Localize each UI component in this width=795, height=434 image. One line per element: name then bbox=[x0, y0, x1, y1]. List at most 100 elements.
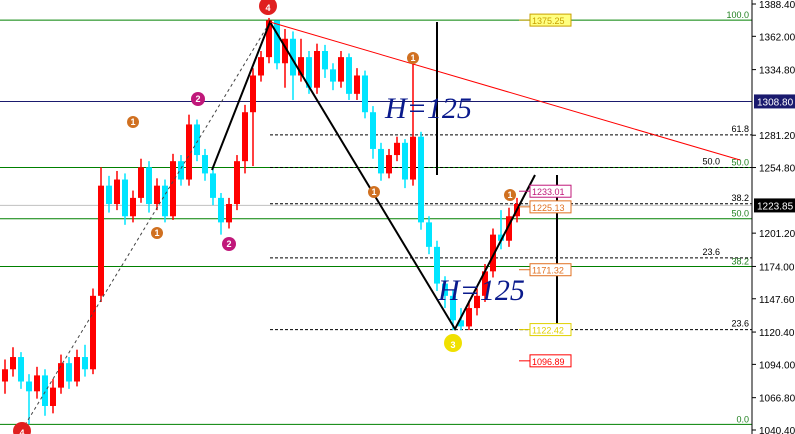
candle-body bbox=[354, 75, 360, 94]
height-annotation: H=125 bbox=[437, 274, 525, 307]
price-label-box bbox=[529, 200, 572, 214]
price-label: 1375.25 bbox=[532, 16, 565, 26]
candle-body bbox=[154, 185, 160, 205]
price-tick-label: 1120.40 bbox=[759, 328, 795, 339]
wave-marker-label: 4 bbox=[19, 428, 24, 434]
wave-marker-label: 2 bbox=[226, 239, 231, 249]
price-tick-label: 1040.40 bbox=[759, 426, 795, 434]
candle-body bbox=[314, 51, 320, 88]
candle-body bbox=[234, 161, 240, 205]
fib-dashed-label: 23.6 bbox=[731, 319, 749, 329]
price-tick-label: 1066.80 bbox=[759, 394, 795, 405]
current-price-label: 1223.85 bbox=[757, 201, 794, 212]
candle-body bbox=[202, 155, 208, 174]
candle-body bbox=[194, 124, 200, 156]
candle-body bbox=[298, 57, 304, 76]
price-label-box bbox=[529, 354, 572, 368]
candle-body bbox=[58, 363, 64, 388]
candle-body bbox=[170, 161, 176, 217]
candle-body bbox=[66, 363, 72, 382]
price-tick-label: 1254.80 bbox=[759, 164, 795, 175]
candle-body bbox=[2, 369, 8, 382]
candle-body bbox=[18, 357, 24, 382]
candle-body bbox=[90, 295, 96, 370]
price-tick-label: 1201.20 bbox=[759, 229, 795, 240]
candle-body bbox=[178, 161, 184, 180]
fib-green-label: 0.0 bbox=[736, 414, 749, 424]
candle-body bbox=[122, 179, 128, 217]
candle-body bbox=[450, 295, 456, 321]
candle-body bbox=[506, 216, 512, 241]
wave-marker-label: 1 bbox=[130, 117, 135, 127]
price-tick-label: 1362.00 bbox=[759, 32, 795, 43]
wave-marker-label: 1 bbox=[154, 228, 159, 238]
price-label-box bbox=[529, 13, 572, 27]
candle-body bbox=[466, 308, 472, 327]
candle-body bbox=[218, 197, 224, 223]
price-label: 1096.89 bbox=[532, 357, 565, 367]
price-label: 1225.13 bbox=[532, 203, 565, 213]
candle-body bbox=[474, 295, 480, 309]
wave-marker-label: 1 bbox=[507, 190, 512, 200]
candle-body bbox=[162, 185, 168, 217]
wave-marker-circle bbox=[368, 186, 380, 198]
candle-body bbox=[482, 271, 488, 296]
fib-dashed-label: 61.8 bbox=[731, 124, 749, 134]
candle-body bbox=[82, 357, 88, 370]
candle-body bbox=[402, 142, 408, 180]
fib-green-label: 50.0 bbox=[731, 209, 749, 219]
candle-body bbox=[410, 136, 416, 180]
candle-body bbox=[498, 234, 504, 241]
candle-body bbox=[98, 185, 104, 296]
fib-dashed-label: 38.2 bbox=[731, 193, 749, 203]
wave-marker-circle bbox=[151, 227, 163, 239]
height-annotation: H=125 bbox=[384, 92, 472, 125]
price-label: 1233.01 bbox=[532, 187, 565, 197]
zigzag-line bbox=[211, 19, 536, 332]
candle-body bbox=[138, 167, 144, 198]
candle-body bbox=[274, 20, 280, 64]
candle-body bbox=[50, 387, 56, 406]
wave-marker-label: 3 bbox=[450, 340, 455, 350]
candle-body bbox=[426, 222, 432, 247]
hline-price-box bbox=[754, 94, 795, 109]
hline-price-label: 1308.80 bbox=[757, 97, 794, 108]
fib-dashed-label: 50.0 bbox=[702, 157, 720, 167]
candle-body bbox=[106, 185, 112, 205]
candle-body bbox=[370, 112, 376, 149]
fib-green-label: 100.0 bbox=[726, 10, 749, 20]
candle-body bbox=[114, 179, 120, 205]
wave-marker-label: 4 bbox=[265, 3, 270, 13]
wave-marker-label: 1 bbox=[371, 187, 376, 197]
price-axis-bg bbox=[752, 0, 795, 434]
candle-body bbox=[42, 375, 48, 406]
price-label-box bbox=[529, 263, 572, 277]
wave-marker-label: 1 bbox=[410, 53, 415, 63]
candle-body bbox=[346, 57, 352, 94]
wave-marker-circle bbox=[191, 92, 205, 106]
candle-body bbox=[338, 57, 344, 82]
candle-body bbox=[226, 204, 232, 223]
candle-body bbox=[250, 75, 256, 113]
candle-body bbox=[146, 167, 152, 205]
fib-dashed-label: 23.6 bbox=[702, 247, 720, 257]
wave-marker-circle bbox=[407, 52, 419, 64]
candle-body bbox=[26, 381, 32, 392]
candle-body bbox=[418, 136, 424, 223]
fib-green-label: 50.0 bbox=[731, 158, 749, 168]
candle-body bbox=[210, 173, 216, 198]
wave-marker-circle bbox=[127, 116, 139, 128]
wave-marker-label: 2 bbox=[195, 94, 200, 104]
wave-marker-circle bbox=[222, 237, 236, 251]
price-tick-label: 1147.60 bbox=[759, 295, 795, 306]
candle-body bbox=[186, 124, 192, 180]
candle-body bbox=[290, 38, 296, 76]
candle-body bbox=[378, 148, 384, 174]
candle-body bbox=[34, 375, 40, 392]
candle-body bbox=[458, 320, 464, 327]
price-label-box bbox=[529, 184, 572, 198]
wave-marker-circle bbox=[13, 422, 31, 434]
dotted-trendline bbox=[24, 21, 271, 426]
